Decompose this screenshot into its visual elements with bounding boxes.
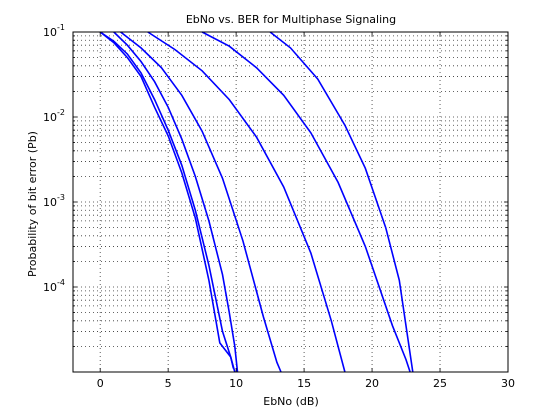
series-line-7 — [269, 31, 414, 373]
axis-ticks: 0 5 10 15 20 25 30 10-1 10-2 10-3 10-4 — [43, 23, 515, 390]
grid-lines — [73, 32, 509, 373]
x-tick-label: 20 — [365, 377, 379, 390]
y-tick-label: 10-1 — [43, 23, 65, 39]
series-lines — [99, 31, 414, 373]
x-tick-label: 10 — [229, 377, 243, 390]
series-line-2 — [99, 31, 236, 373]
x-tick-label: 15 — [297, 377, 311, 390]
x-tick-label: 30 — [501, 377, 515, 390]
series-line-4 — [120, 31, 282, 373]
series-line-1 — [99, 31, 235, 369]
series-line-5 — [147, 31, 346, 373]
y-tick-label: 10-4 — [43, 278, 65, 294]
series-line-3 — [113, 31, 239, 373]
chart-title: EbNo vs. BER for Multiphase Signaling — [186, 13, 396, 26]
y-axis-label: Probability of bit error (Pb) — [26, 131, 39, 277]
x-tick-label: 25 — [433, 377, 447, 390]
y-tick-label: 10-2 — [43, 108, 65, 124]
y-tick-label: 10-3 — [43, 193, 65, 209]
series-line-6 — [201, 31, 411, 373]
x-axis-label: EbNo (dB) — [263, 395, 319, 408]
x-tick-label: 0 — [97, 377, 104, 390]
x-tick-label: 5 — [165, 377, 172, 390]
